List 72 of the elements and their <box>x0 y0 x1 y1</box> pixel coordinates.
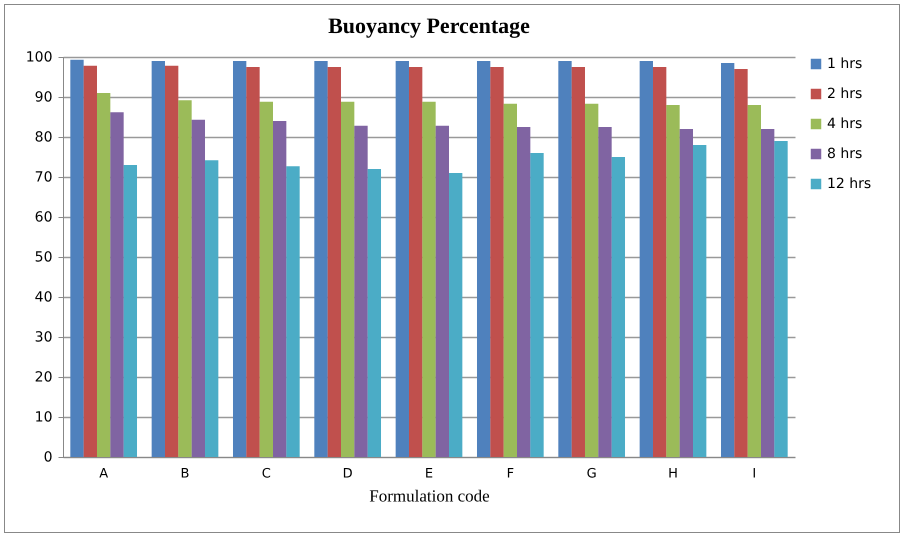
bar <box>572 67 585 457</box>
bar <box>152 61 165 457</box>
x-tick-label: I <box>752 466 756 482</box>
bar <box>680 129 694 457</box>
bar <box>517 127 530 457</box>
y-tick-label: 70 <box>34 170 52 186</box>
bar <box>124 165 138 457</box>
x-tick-label: D <box>342 466 353 482</box>
bar <box>354 126 368 457</box>
bar <box>205 160 218 457</box>
bar <box>666 105 680 457</box>
chart-title: Buoyancy Percentage <box>328 13 530 38</box>
bar <box>476 61 490 457</box>
legend-label: 4 hrs <box>827 116 862 132</box>
legend-label: 1 hrs <box>827 56 862 72</box>
y-tick-label: 90 <box>34 90 52 106</box>
bar <box>396 61 409 457</box>
bar <box>652 67 666 457</box>
bar <box>748 105 762 457</box>
bar <box>232 61 246 457</box>
y-tick-label: 0 <box>44 450 52 466</box>
bar <box>70 60 84 457</box>
bar <box>96 93 110 457</box>
x-tick-label: F <box>506 466 514 482</box>
legend-label: 12 hrs <box>827 176 872 192</box>
bar <box>246 67 260 457</box>
bar <box>436 126 450 457</box>
bar <box>612 157 626 457</box>
bar <box>598 127 612 457</box>
x-tick-label: E <box>424 466 434 482</box>
bar <box>164 66 178 457</box>
x-tick-label: A <box>99 466 108 482</box>
x-tick-label: B <box>180 466 190 482</box>
bar <box>422 102 436 457</box>
x-tick-label: G <box>586 466 597 482</box>
bar <box>328 67 341 457</box>
bar <box>774 141 788 457</box>
y-tick-label: 10 <box>34 410 52 426</box>
bar <box>340 102 354 457</box>
bar <box>558 61 572 457</box>
bar <box>734 69 748 457</box>
bar <box>314 61 328 457</box>
bar <box>640 61 653 457</box>
bar <box>504 104 518 457</box>
bar <box>273 121 286 457</box>
y-tick-label: 20 <box>34 370 52 386</box>
bar <box>192 120 206 457</box>
x-tick-label: C <box>262 466 271 482</box>
y-tick-label: 100 <box>26 50 52 66</box>
legend-label: 8 hrs <box>827 146 862 162</box>
x-axis-title: Formulation code <box>369 486 490 506</box>
bar <box>368 169 382 457</box>
y-tick-label: 60 <box>34 210 52 226</box>
y-tick-label: 40 <box>34 290 52 306</box>
bar <box>693 145 706 457</box>
y-tick-label: 80 <box>34 130 52 146</box>
bar <box>286 166 300 457</box>
bar <box>84 66 97 457</box>
bar <box>449 173 462 457</box>
bar <box>260 102 274 457</box>
bar <box>720 63 734 457</box>
bar <box>408 67 422 457</box>
bar <box>490 67 504 457</box>
bar <box>761 129 774 457</box>
legend-label: 2 hrs <box>827 86 862 102</box>
y-tick-label: 30 <box>34 330 52 346</box>
bar <box>178 100 192 457</box>
y-tick-label: 50 <box>34 250 52 266</box>
bar <box>110 112 124 457</box>
x-tick-label: H <box>668 466 678 482</box>
bar <box>584 104 598 457</box>
bar <box>530 153 544 457</box>
